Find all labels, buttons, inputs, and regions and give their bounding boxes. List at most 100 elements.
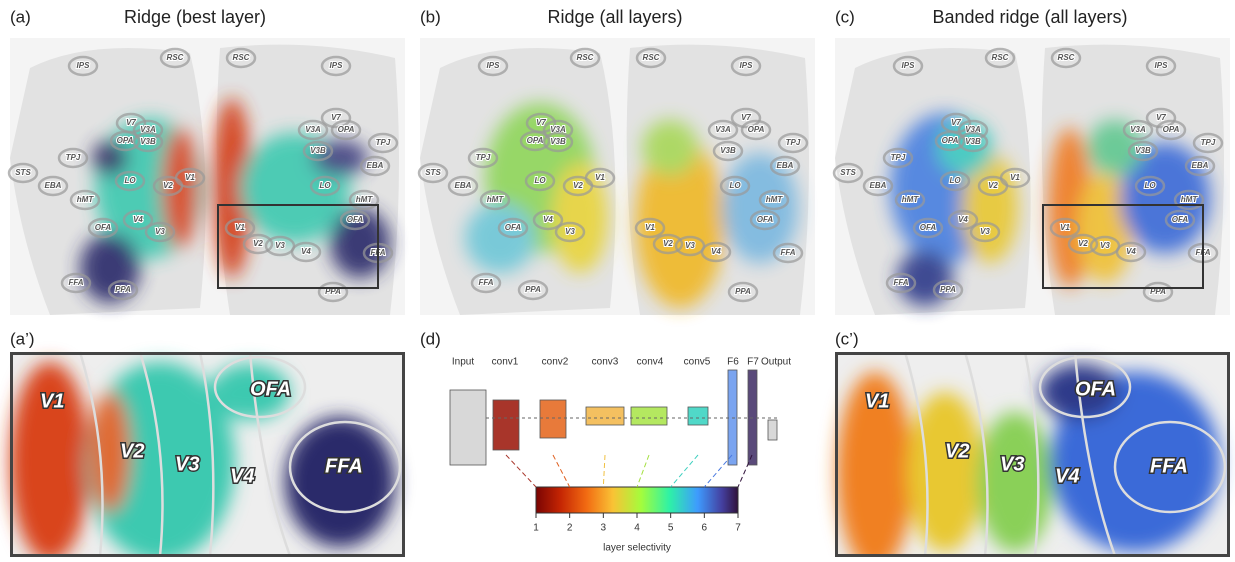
layer-label: conv3 <box>592 357 619 368</box>
tick-label: 5 <box>668 523 674 534</box>
roi-label: V3 <box>1000 453 1024 475</box>
roi-label: EBA <box>870 181 887 190</box>
roi-label: OFA <box>1172 215 1189 224</box>
layer-label: conv5 <box>684 357 711 368</box>
roi-label: hMT <box>356 195 374 204</box>
roi-label: OFA <box>920 223 937 232</box>
colorbar-label: layer selectivity <box>603 543 671 554</box>
roi-label: IPS <box>330 61 344 70</box>
roi-label: V2 <box>945 440 969 462</box>
layer-label: F7 <box>747 357 759 368</box>
brain-map: IPSRSCV7V3AOPAV3BTPJLOV2V1STSEBAhMTV4OFA… <box>9 38 405 315</box>
roi-label: V4 <box>133 215 143 224</box>
roi-label: STS <box>840 168 856 177</box>
roi-label: TPJ <box>1201 138 1216 147</box>
roi-label: OFA <box>505 223 522 232</box>
layer-box <box>493 400 519 450</box>
layer-box <box>450 390 486 465</box>
roi-label: V3A <box>715 125 731 134</box>
layer-box <box>688 407 708 425</box>
panel-label: (a) <box>10 7 31 26</box>
roi-label: V2 <box>663 239 673 248</box>
roi-label: FFA <box>68 278 83 287</box>
panel-label: (c’) <box>835 329 859 348</box>
roi-label: RSC <box>233 53 250 62</box>
layer-box <box>586 407 624 425</box>
layer-label: conv2 <box>542 357 569 368</box>
roi-label: RSC <box>992 53 1009 62</box>
roi-label: OPA <box>1163 125 1180 134</box>
roi-label: V4 <box>230 465 254 487</box>
roi-label: RSC <box>167 53 184 62</box>
roi-label: V1 <box>1010 173 1020 182</box>
layer-link <box>603 455 605 487</box>
roi-label: STS <box>425 168 441 177</box>
activation-blob <box>465 203 535 273</box>
roi-label: LO <box>949 176 961 185</box>
roi-label: FFA <box>1150 455 1188 477</box>
roi-label: FFA <box>780 248 795 257</box>
roi-label: V4 <box>301 247 311 256</box>
roi-label: TPJ <box>891 153 906 162</box>
roi-label: OFA <box>347 215 364 224</box>
roi-label: V3B <box>965 137 981 146</box>
roi-label: RSC <box>577 53 594 62</box>
roi-label: EBA <box>1192 161 1209 170</box>
layer-label: conv1 <box>492 357 519 368</box>
roi-label: OPA <box>338 125 355 134</box>
panel-label: (c) <box>835 7 855 26</box>
figure: (a)Ridge (best layer)(b)Ridge (all layer… <box>0 0 1235 557</box>
layer-label: Output <box>761 357 791 368</box>
roi-label: V3 <box>175 453 199 475</box>
roi-label: TPJ <box>786 138 801 147</box>
activation-blob <box>642 120 698 176</box>
roi-label: OFA <box>1075 378 1116 400</box>
tick-label: 3 <box>601 523 607 534</box>
roi-label: V4 <box>958 215 968 224</box>
roi-label: FFA <box>893 278 908 287</box>
roi-label: V4 <box>1055 465 1079 487</box>
roi-label: V3 <box>980 227 990 236</box>
roi-label: OPA <box>942 136 959 145</box>
roi-label: IPS <box>1155 61 1169 70</box>
roi-label: V1 <box>235 223 245 232</box>
activation-blob <box>907 392 983 552</box>
roi-label: V3B <box>140 137 156 146</box>
layer-box <box>540 400 566 438</box>
roi-label: EBA <box>45 181 62 190</box>
roi-label: EBA <box>367 161 384 170</box>
activation-blob <box>977 412 1053 552</box>
roi-label: V1 <box>40 390 64 412</box>
roi-label: V3B <box>1135 146 1151 155</box>
roi-label: V1 <box>865 390 889 412</box>
tick-label: 4 <box>634 523 640 534</box>
roi-label: V1 <box>645 223 655 232</box>
roi-label: LO <box>534 176 546 185</box>
panel-label: (a’) <box>10 329 35 348</box>
roi-label: V2 <box>120 440 144 462</box>
roi-label: RSC <box>1058 53 1075 62</box>
roi-label: OPA <box>527 136 544 145</box>
roi-label: V3 <box>275 241 285 250</box>
panel-label: (d) <box>420 329 441 348</box>
roi-label: V1 <box>185 173 195 182</box>
roi-label: PPA <box>735 287 751 296</box>
roi-label: V3B <box>550 137 566 146</box>
layer-link <box>553 455 570 487</box>
roi-label: V2 <box>253 239 263 248</box>
roi-label: V3B <box>720 146 736 155</box>
roi-label: hMT <box>487 195 505 204</box>
roi-label: EBA <box>455 181 472 190</box>
roi-label: TPJ <box>66 153 81 162</box>
roi-label: hMT <box>1181 195 1199 204</box>
roi-label: PPA <box>115 285 131 294</box>
layer-link <box>506 455 536 487</box>
roi-label: V3 <box>685 241 695 250</box>
panel-title: Ridge (best layer) <box>124 7 266 27</box>
roi-label: LO <box>729 181 741 190</box>
roi-label: RSC <box>643 53 660 62</box>
roi-label: STS <box>15 168 31 177</box>
layer-box <box>768 420 777 440</box>
roi-label: IPS <box>902 61 916 70</box>
brain-map: IPSRSCV7V3AOPAV3BTPJLOV2V1STSEBAhMTV4OFA… <box>419 38 815 315</box>
